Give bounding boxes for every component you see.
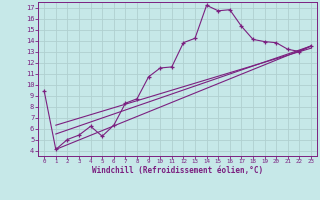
X-axis label: Windchill (Refroidissement éolien,°C): Windchill (Refroidissement éolien,°C) [92, 166, 263, 175]
